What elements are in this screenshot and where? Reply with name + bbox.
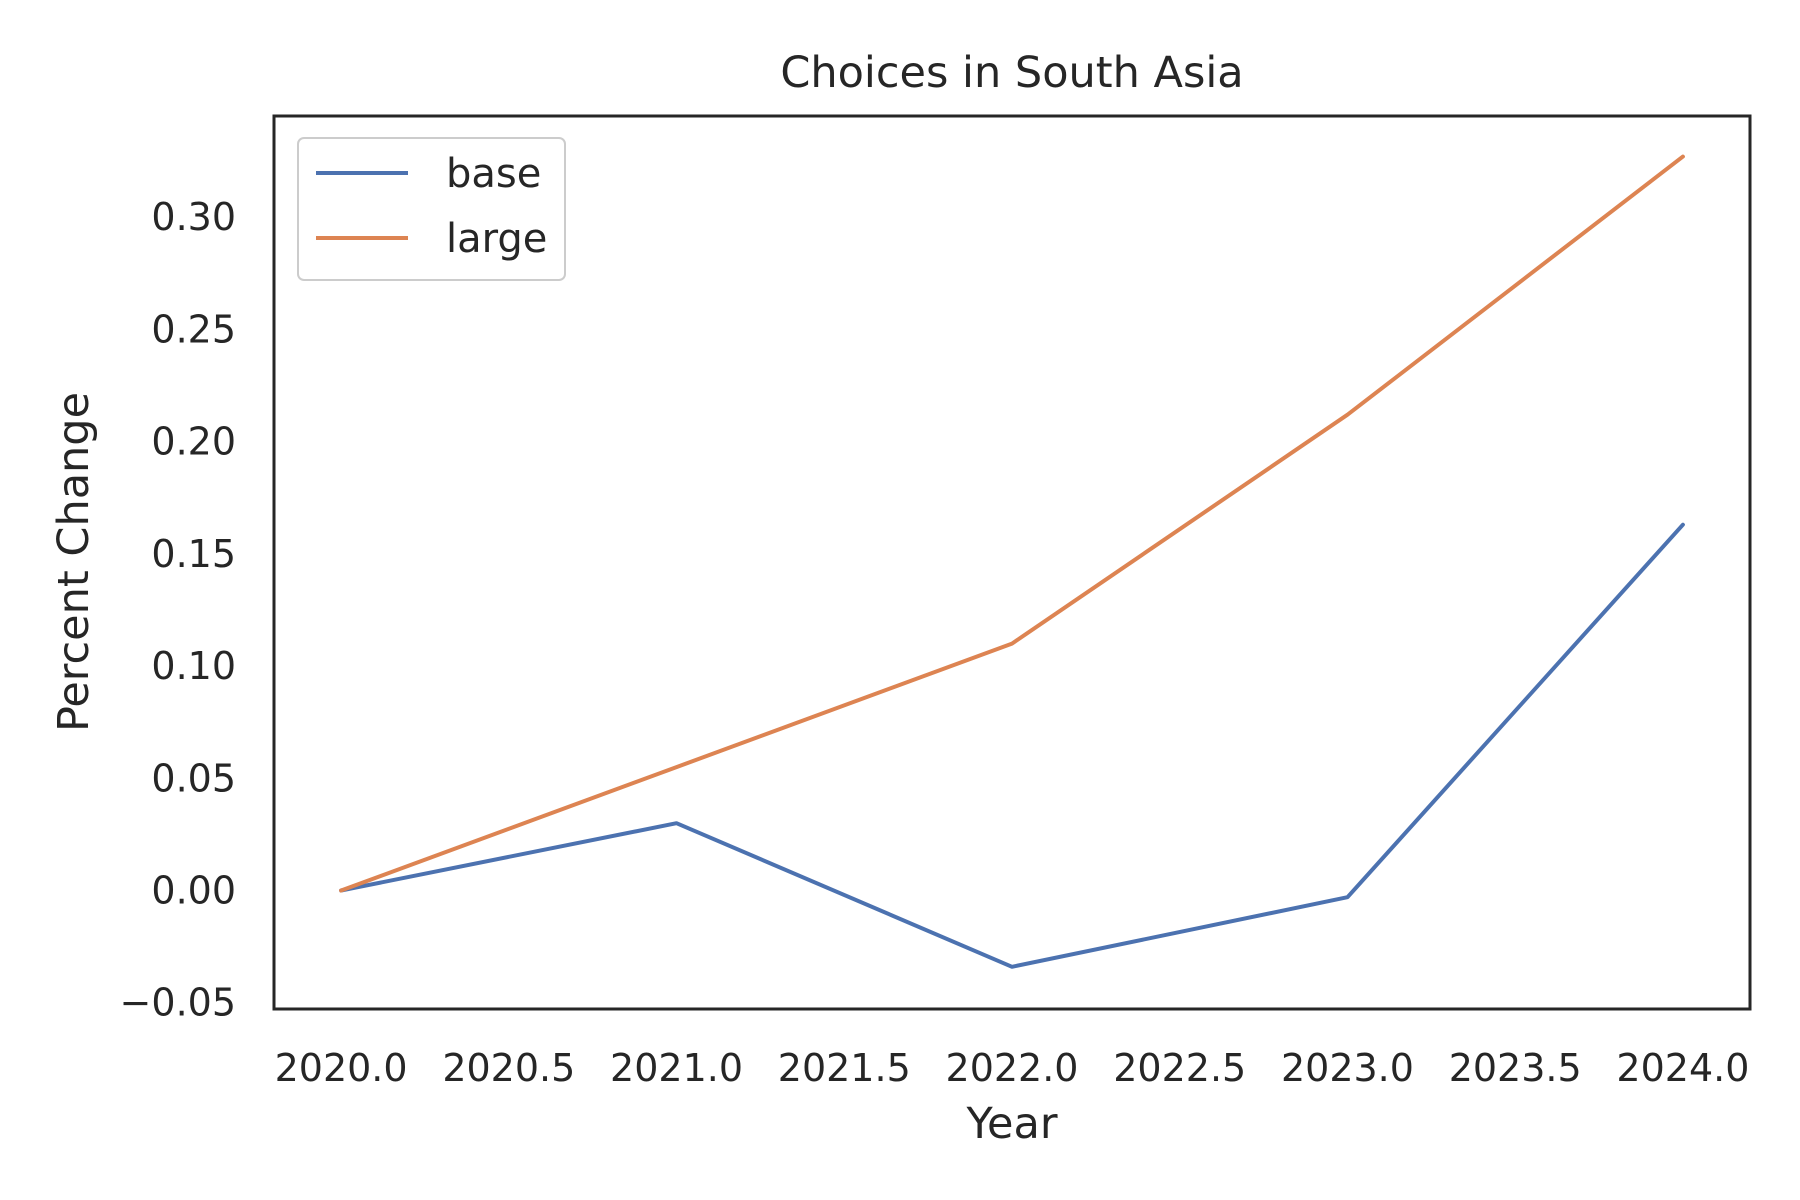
x-tick-label: 2021.5 <box>778 1046 911 1090</box>
y-tick-label: 0.05 <box>151 756 236 800</box>
x-tick-label: 2023.0 <box>1281 1046 1414 1090</box>
legend-label-base: base <box>446 151 541 197</box>
y-tick-label: 0.25 <box>151 307 236 351</box>
series-line-base <box>339 522 1685 969</box>
y-tick-labels: −0.05 0.00 0.05 0.10 0.15 0.20 0.25 0.30 <box>120 195 236 1024</box>
y-tick-label: 0.15 <box>151 532 236 576</box>
chart-title: Choices in South Asia <box>780 48 1243 98</box>
x-tick-label: 2021.0 <box>610 1046 743 1090</box>
y-tick-label: 0.30 <box>151 195 236 239</box>
series-layer <box>339 154 1685 969</box>
y-axis-label: Percent Change <box>49 392 99 732</box>
y-tick-label: 0.20 <box>151 420 236 464</box>
y-tick-label: 0.00 <box>151 869 236 913</box>
x-tick-label: 2024.0 <box>1616 1046 1749 1090</box>
legend-label-large: large <box>446 216 547 262</box>
x-tick-label: 2022.0 <box>946 1046 1079 1090</box>
x-tick-label: 2020.5 <box>442 1046 575 1090</box>
y-tick-label: −0.05 <box>120 981 236 1025</box>
y-tick-label: 0.10 <box>151 644 236 688</box>
x-tick-labels: 2020.0 2020.5 2021.0 2021.5 2022.0 2022.5 2023… <box>275 1046 1750 1090</box>
x-tick-label: 2022.5 <box>1113 1046 1246 1090</box>
series-line-large <box>339 154 1685 893</box>
legend: base large <box>297 137 566 281</box>
x-tick-label: 2020.0 <box>275 1046 408 1090</box>
plot-area-frame <box>272 114 1752 1011</box>
x-tick-label: 2023.5 <box>1449 1046 1582 1090</box>
x-axis-label: Year <box>965 1099 1057 1149</box>
